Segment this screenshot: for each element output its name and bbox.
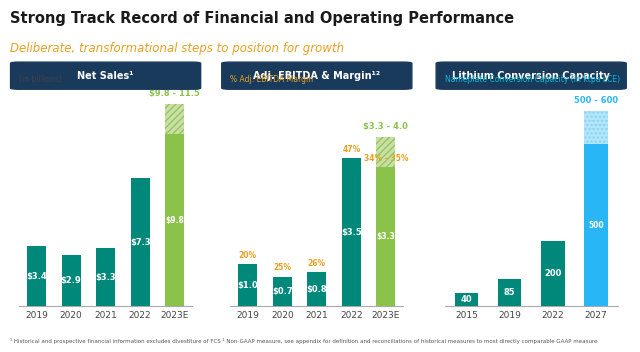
Text: Lithium Conversion Capacity: Lithium Conversion Capacity [452, 71, 610, 81]
FancyBboxPatch shape [436, 62, 626, 89]
Bar [96, 248, 115, 306]
Bar [307, 272, 326, 306]
Text: 200: 200 [544, 269, 561, 278]
Text: 40: 40 [461, 295, 472, 304]
Bar [584, 111, 608, 144]
Bar [584, 111, 608, 144]
Bar [165, 104, 184, 134]
Text: $0.8: $0.8 [307, 285, 327, 294]
Text: ¹ Historical and prospective financial information excludes divestiture of FCS ²: ¹ Historical and prospective financial i… [10, 338, 597, 344]
FancyBboxPatch shape [222, 62, 412, 89]
Text: 500: 500 [588, 220, 604, 230]
Text: $9.8 - 11.5: $9.8 - 11.5 [149, 88, 200, 98]
Bar [165, 104, 184, 134]
Text: $3.3: $3.3 [376, 232, 396, 241]
Bar [342, 158, 361, 306]
Bar [454, 293, 478, 306]
Text: 500 - 600: 500 - 600 [574, 96, 618, 105]
Text: 25%: 25% [273, 263, 291, 272]
Text: 20%: 20% [239, 251, 257, 260]
Bar [27, 246, 46, 306]
Text: $3.5: $3.5 [341, 228, 362, 237]
Bar [61, 255, 81, 306]
Bar [541, 241, 564, 306]
Text: (in billions): (in billions) [19, 75, 62, 84]
Text: 34% - 35%: 34% - 35% [364, 153, 408, 163]
Text: 85: 85 [504, 288, 515, 297]
Text: $3.3 - 4.0: $3.3 - 4.0 [364, 122, 408, 131]
Text: 47%: 47% [342, 145, 360, 154]
FancyBboxPatch shape [10, 62, 201, 89]
Text: 14: 14 [618, 335, 632, 345]
Text: $7.3: $7.3 [130, 238, 150, 246]
Bar [238, 264, 257, 306]
Text: $9.8: $9.8 [165, 215, 184, 225]
Bar [376, 137, 396, 167]
Bar [584, 144, 608, 306]
Text: % Adj. EBITDA Margin: % Adj. EBITDA Margin [230, 75, 314, 84]
Bar [131, 178, 150, 306]
Text: $3.3: $3.3 [95, 273, 116, 282]
Text: 26%: 26% [308, 259, 326, 268]
Text: 🅰 ALBEMARLE: 🅰 ALBEMARLE [516, 335, 585, 344]
Text: Strong Track Record of Financial and Operating Performance: Strong Track Record of Financial and Ope… [10, 11, 514, 26]
Bar [498, 279, 522, 306]
Text: $0.7: $0.7 [272, 287, 292, 296]
Text: Nameplate Conversion Capacity (in ktpa LCE): Nameplate Conversion Capacity (in ktpa L… [445, 75, 620, 84]
Text: $3.4: $3.4 [26, 272, 47, 281]
Text: Adj. EBITDA & Margin¹²: Adj. EBITDA & Margin¹² [253, 71, 380, 81]
Text: $1.0: $1.0 [237, 281, 258, 290]
Bar [376, 137, 396, 167]
Text: $2.9: $2.9 [61, 276, 81, 285]
Text: Net Sales¹: Net Sales¹ [77, 71, 134, 81]
Bar [376, 167, 396, 306]
Text: Deliberate, transformational steps to position for growth: Deliberate, transformational steps to po… [10, 42, 344, 55]
Bar [273, 277, 292, 306]
Bar [165, 134, 184, 306]
